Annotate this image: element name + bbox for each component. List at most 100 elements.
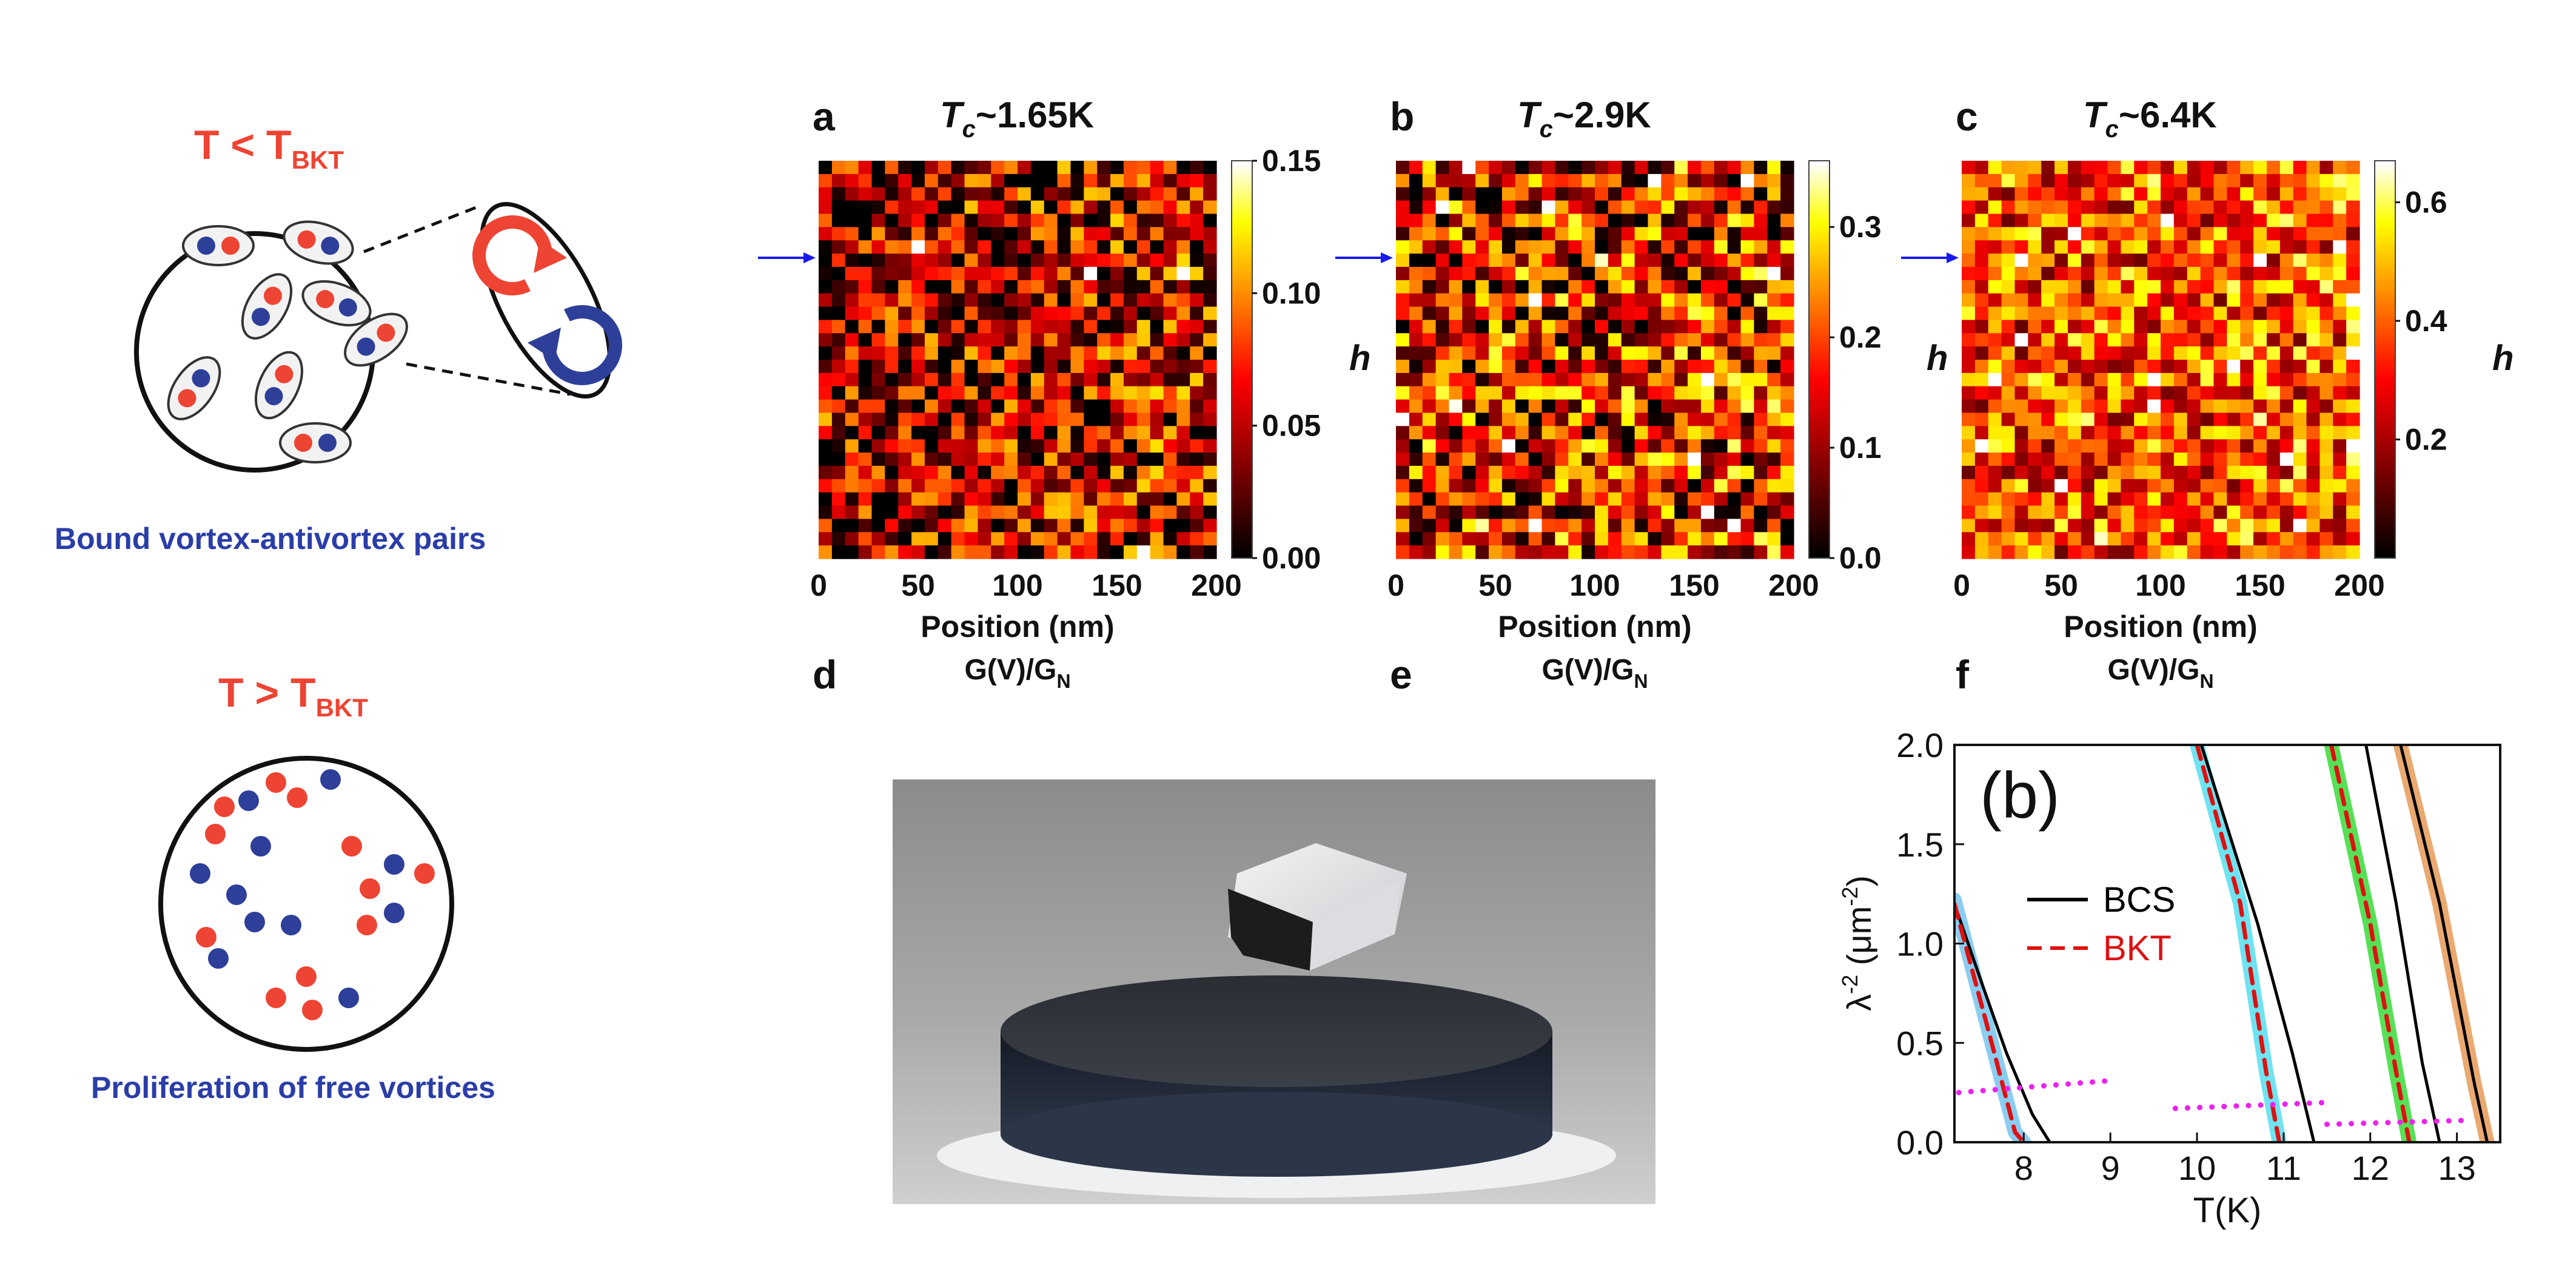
heatmap-cell: [1595, 372, 1609, 387]
heatmap-cell: [2319, 545, 2333, 559]
heatmap-cell: [1422, 465, 1437, 480]
heatmap-cell: [1608, 293, 1622, 308]
colorbar-tick-label: 0.15: [1262, 144, 1321, 178]
heatmap-cell: [1150, 492, 1164, 507]
heatmap-cell: [2213, 280, 2227, 294]
arrowhead-icon: [1381, 252, 1393, 263]
heatmap-cell: [1634, 426, 1649, 440]
heatmap-cell: [1409, 161, 1423, 175]
heatmap-cell: [1203, 399, 1217, 414]
colorbar-segment: [1809, 411, 1830, 416]
heatmap-cell: [937, 280, 952, 294]
colorbar-segment: [2375, 411, 2395, 416]
heatmap-cell: [1057, 173, 1072, 188]
heatmap-cell: [1661, 505, 1675, 519]
heatmap-cell: [1528, 505, 1543, 519]
colorbar-segment: [1232, 510, 1252, 515]
heatmap-cell: [1004, 240, 1018, 254]
series-dotted: [1956, 1078, 2113, 1096]
heatmap-cell: [2266, 346, 2281, 360]
heatmap-cell: [2054, 254, 2068, 268]
heatmap-cell: [2240, 465, 2254, 480]
heatmap-cell: [1070, 293, 1084, 308]
heatmap-cell: [1030, 386, 1045, 400]
heatmap-cell: [1767, 360, 1781, 374]
heatmap-cell: [1608, 372, 1622, 387]
heatmap-cell: [1568, 266, 1582, 281]
heatmap-cell: [1004, 173, 1018, 188]
heatmap-cell: [1018, 479, 1031, 493]
heatmap-cell: [2200, 227, 2215, 241]
heatmap-cell: [1203, 173, 1217, 188]
heatmap-cell: [1475, 266, 1489, 281]
heatmap-cell: [1780, 200, 1794, 215]
title-sub: c: [2105, 116, 2119, 143]
heatmap-cell: [1621, 372, 1635, 387]
heatmap-cell: [2187, 412, 2201, 426]
vortex-pair: [301, 280, 372, 327]
heatmap-cell: [1740, 505, 1754, 519]
heatmap-cell: [2161, 519, 2175, 533]
heatmap-cell: [937, 426, 952, 440]
heatmap-cell: [1674, 187, 1688, 201]
heatmap-cell: [1595, 426, 1609, 440]
heatmap-cell: [1595, 505, 1609, 519]
heatmap-cell: [1501, 465, 1516, 480]
heatmap-cell: [1435, 545, 1450, 559]
heatmap-cell: [2041, 320, 2055, 334]
heatmap-cell: [1581, 505, 1595, 519]
heatmap-cell: [1767, 479, 1781, 493]
heatmap-cell: [2081, 399, 2095, 414]
heatmap-cell: [1462, 254, 1476, 268]
colorbar-segment: [1232, 216, 1252, 221]
heatmap-cell: [1740, 161, 1754, 175]
heatmap-cell: [1974, 386, 1989, 400]
heatmap-cell: [1727, 439, 1742, 453]
gv-label: G(V)/GN: [964, 654, 1070, 692]
heatmap-cell: [2293, 320, 2307, 334]
colorbar-segment: [1809, 303, 1830, 309]
heatmap-cell: [1515, 505, 1529, 519]
heatmap-cell: [2161, 545, 2175, 559]
colorbar-segment: [2375, 419, 2395, 424]
heatmap-cell: [871, 293, 885, 308]
heatmap-cell: [1740, 227, 1754, 241]
heatmap-cell: [858, 161, 873, 175]
heatmap-cell: [978, 360, 991, 374]
heatmap-cell: [1396, 439, 1410, 453]
heatmap-cell: [2240, 399, 2254, 414]
y-label-part: (μm: [1840, 906, 1878, 975]
colorbar-segment: [2375, 387, 2395, 392]
heatmap-cell: [2161, 399, 2175, 414]
heatmap-cell: [1674, 453, 1688, 466]
heatmap-cell: [1097, 439, 1111, 453]
heatmap-cell: [1674, 280, 1688, 294]
heatmap-cell: [1515, 333, 1529, 347]
heatmap-cell: [1962, 200, 1976, 215]
heatmap-cell: [1396, 453, 1410, 466]
heatmap-cell: [1541, 545, 1555, 559]
heatmap-cell: [858, 266, 873, 281]
heatmap-cell: [819, 214, 833, 227]
heatmap-cell: [1648, 505, 1662, 519]
heatmap-cell: [1541, 346, 1555, 360]
heatmap-cell: [1541, 240, 1555, 254]
heatmap-cell: [1110, 320, 1124, 334]
heatmap-cell: [845, 306, 859, 320]
heatmap-cell: [2187, 426, 2201, 440]
heatmap-cell: [1700, 399, 1715, 414]
heatmap-cell: [1097, 214, 1111, 227]
colorbar-segment: [2375, 315, 2395, 320]
gv-main: G(V)/G: [2107, 654, 2199, 686]
heatmap-cell: [1674, 505, 1688, 519]
heatmap-cell: [1727, 280, 1742, 294]
heatmap-cell: [2306, 505, 2320, 519]
heatmap-cell: [1070, 505, 1084, 519]
vortex-bound-panel: T < TBKT Bound vortex-antivortex pairs: [55, 122, 622, 556]
heatmap-cell: [951, 200, 965, 215]
heatmap-cell: [2054, 266, 2068, 281]
heatmap-cell: [2173, 173, 2188, 188]
colorbar-segment: [1809, 308, 1830, 312]
heatmap-cell: [2121, 280, 2135, 294]
